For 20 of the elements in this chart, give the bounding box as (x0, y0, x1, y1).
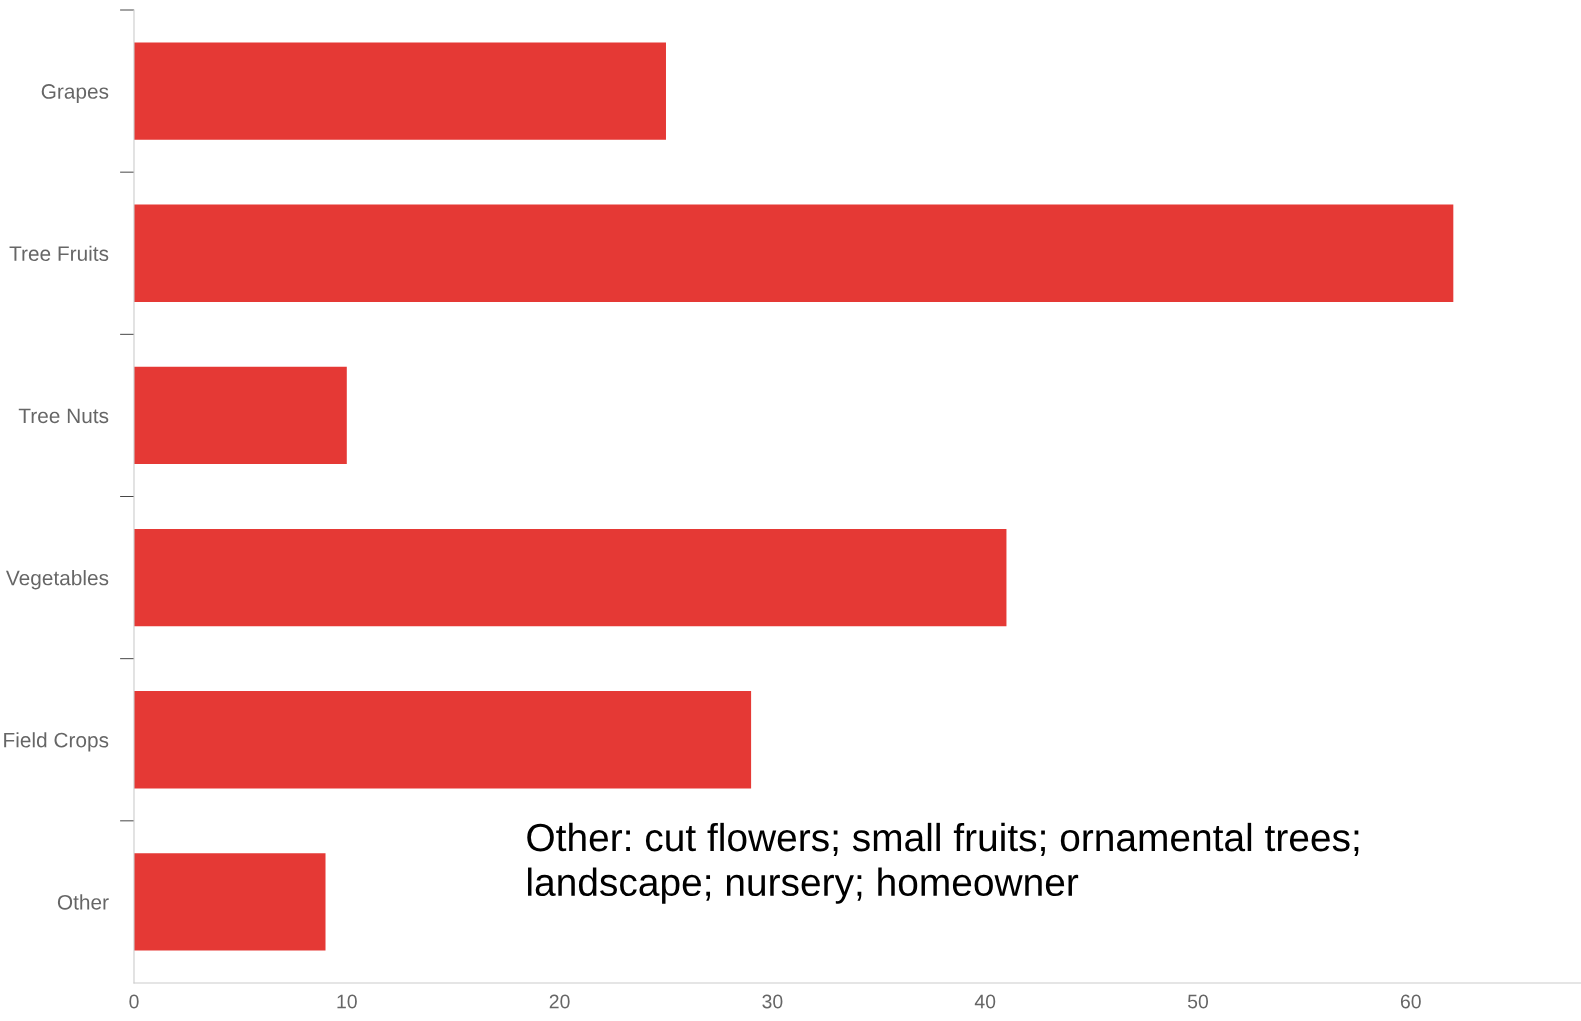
x-tick-label: 30 (762, 994, 783, 1009)
x-tick-label: 40 (974, 994, 996, 1009)
x-tick-label: 0 (129, 994, 139, 1009)
bar (134, 204, 1454, 302)
bar (134, 366, 347, 465)
annotation: Other: cut flowers; small fruits; ornamental trees; landscape; nursery; homeowner (527, 822, 1359, 904)
y-tick-label: Tree Fruits (9, 245, 109, 261)
y-tick-label: Grapes (41, 84, 109, 103)
y-tick-label: Field Crops (4, 732, 109, 752)
bar (134, 691, 752, 789)
x-tick-label: 20 (549, 994, 570, 1009)
y-tick-label: Vegetables (6, 570, 109, 590)
y-tick-label: Tree Nuts (18, 408, 109, 424)
x-tick-label: 10 (337, 994, 357, 1009)
x-tick-label: 50 (1187, 994, 1209, 1009)
bar (134, 42, 666, 140)
x-tick-label: 60 (1400, 994, 1421, 1009)
y-tick-label: Other (57, 894, 109, 910)
bar (134, 528, 1007, 627)
bar (134, 853, 326, 951)
